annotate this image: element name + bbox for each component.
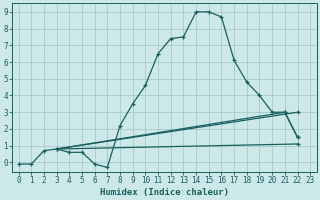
X-axis label: Humidex (Indice chaleur): Humidex (Indice chaleur): [100, 188, 229, 197]
